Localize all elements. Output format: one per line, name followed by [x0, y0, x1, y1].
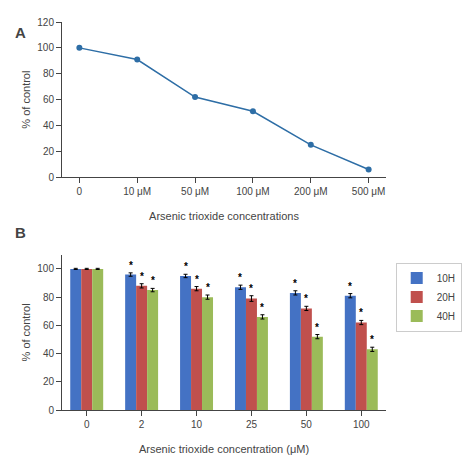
svg-text:% of control: % of control	[20, 303, 32, 361]
svg-text:100: 100	[37, 263, 54, 274]
svg-text:40: 40	[43, 348, 55, 359]
svg-text:*: *	[206, 282, 210, 293]
svg-text:10 μM: 10 μM	[123, 186, 151, 197]
svg-text:*: *	[151, 275, 155, 286]
svg-text:B: B	[15, 224, 26, 241]
svg-text:*: *	[195, 274, 199, 285]
svg-text:*: *	[238, 272, 242, 283]
svg-text:80: 80	[43, 292, 55, 303]
svg-text:*: *	[304, 293, 308, 304]
svg-text:*: *	[293, 278, 297, 289]
svg-text:60: 60	[43, 320, 55, 331]
svg-text:*: *	[249, 283, 253, 294]
svg-text:100: 100	[353, 419, 370, 430]
svg-text:500 μM: 500 μM	[352, 186, 386, 197]
svg-text:50 μM: 50 μM	[181, 186, 209, 197]
svg-text:100: 100	[37, 42, 54, 53]
svg-text:0: 0	[48, 405, 54, 416]
svg-text:% of control: % of control	[20, 71, 32, 129]
svg-text:*: *	[140, 271, 144, 282]
svg-text:Arsenic trioxide concentration: Arsenic trioxide concentrations	[149, 210, 299, 222]
svg-text:*: *	[348, 281, 352, 292]
svg-text:120: 120	[37, 17, 54, 28]
svg-text:0: 0	[48, 172, 54, 183]
svg-text:*: *	[260, 302, 264, 313]
svg-text:0: 0	[77, 186, 83, 197]
svg-text:2: 2	[139, 419, 145, 430]
svg-text:20: 20	[43, 376, 55, 387]
svg-text:25: 25	[246, 419, 258, 430]
svg-text:*: *	[359, 307, 363, 318]
svg-text:60: 60	[43, 94, 55, 105]
svg-text:50: 50	[301, 419, 313, 430]
svg-text:0: 0	[84, 419, 90, 430]
svg-text:*: *	[129, 260, 133, 271]
svg-text:200 μM: 200 μM	[294, 186, 328, 197]
svg-text:80: 80	[43, 68, 55, 79]
svg-text:10H: 10H	[437, 273, 455, 284]
svg-text:40: 40	[43, 120, 55, 131]
svg-text:*: *	[184, 261, 188, 272]
svg-text:20: 20	[43, 146, 55, 157]
svg-text:*: *	[315, 322, 319, 333]
svg-text:*: *	[370, 334, 374, 345]
svg-text:100 μM: 100 μM	[236, 186, 270, 197]
svg-text:Arsenic trioxide concentration: Arsenic trioxide concentration (μM)	[139, 443, 309, 455]
svg-text:20H: 20H	[437, 292, 455, 303]
svg-text:10: 10	[191, 419, 203, 430]
svg-text:40H: 40H	[437, 311, 455, 322]
svg-text:A: A	[15, 24, 26, 41]
